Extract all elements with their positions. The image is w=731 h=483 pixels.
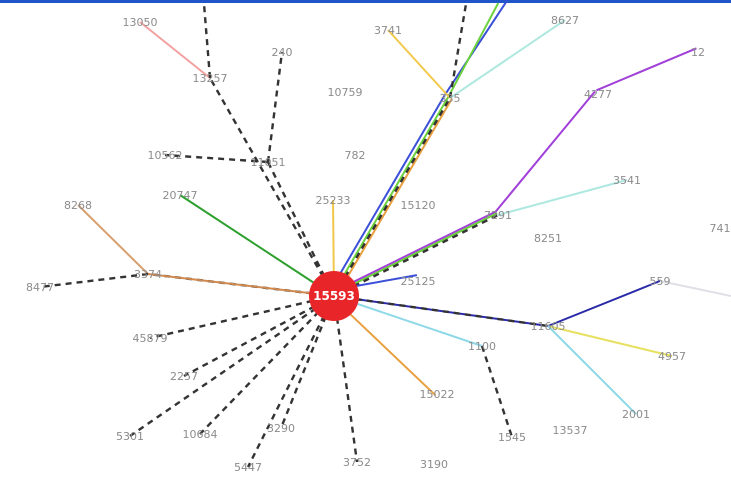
node-label-8477[interactable]: 8477 (26, 281, 54, 294)
top-border-bar (0, 0, 731, 3)
node-label-782[interactable]: 782 (345, 149, 366, 162)
edge-hub-n13257 (208, 77, 336, 297)
node-label-25125[interactable]: 25125 (401, 275, 436, 288)
edge-hub-n11605 (333, 294, 549, 328)
node-label-5301[interactable]: 5301 (116, 430, 144, 443)
edge-n7291-n4277 (494, 90, 596, 214)
node-label-13537[interactable]: 13537 (553, 424, 588, 437)
edge-hub-n335 (334, 98, 453, 298)
node-label-7291[interactable]: 7291 (484, 209, 512, 222)
edge-hub-n10684 (199, 295, 335, 435)
edge-n11605-n2001 (547, 325, 637, 415)
edge-hub-n7291 (332, 212, 498, 296)
edge-n335-top-c (444, 0, 508, 96)
edge-n7291-n3541 (497, 179, 628, 216)
node-label-10759[interactable]: 10759 (328, 86, 363, 99)
edge-n4277-n12 (596, 47, 697, 92)
node-label-8627[interactable]: 8627 (551, 14, 579, 27)
node-label-335[interactable]: 335 (440, 92, 461, 105)
node-label-559[interactable]: 559 (650, 275, 671, 288)
node-label-2257[interactable]: 2257 (170, 370, 198, 383)
edge-hub-n2257 (183, 294, 335, 378)
edges-layer (39, 0, 731, 468)
edge-n13257-n13050 (139, 21, 211, 79)
edge-hub-n1100 (333, 295, 483, 347)
edge-hub-n5301 (129, 295, 335, 437)
edge-n11605-n559 (547, 280, 661, 327)
hub-node-circle[interactable] (309, 271, 359, 321)
edge-hub-n335 (331, 96, 450, 296)
edge-hub-n7291 (331, 210, 497, 294)
edge-n3374-n8268 (77, 204, 149, 275)
edge-hub-n5447 (246, 295, 336, 468)
node-label-12[interactable]: 12 (691, 46, 705, 59)
node-label-3752[interactable]: 3752 (343, 456, 371, 469)
node-label-11051[interactable]: 11051 (251, 156, 286, 169)
node-label-45879[interactable]: 45879 (133, 332, 168, 345)
node-label-2001[interactable]: 2001 (622, 408, 650, 421)
node-labels-layer: 13050 13257 240 3741 8627 12 4277 10759 335 10562… (26, 14, 731, 474)
node-label-3190[interactable]: 3190 (420, 458, 448, 471)
node-label-3741[interactable]: 3741 (374, 24, 402, 37)
node-label-4277[interactable]: 4277 (584, 88, 612, 101)
edge-n335-top-b (447, 2, 500, 98)
node-label-13257[interactable]: 13257 (193, 72, 228, 85)
node-label-15022[interactable]: 15022 (420, 388, 455, 401)
edge-n335-n3741 (387, 29, 451, 99)
node-label-20747[interactable]: 20747 (163, 189, 198, 202)
node-label-240[interactable]: 240 (272, 46, 293, 59)
edge-n13257-top-a (202, 3, 212, 79)
node-label-741[interactable]: 741 (710, 222, 731, 235)
edge-n335-n8627 (449, 19, 566, 99)
edge-n559-right-a (659, 280, 731, 297)
edge-n3374-n8477 (39, 272, 149, 289)
edge-n11605-n4957 (547, 325, 673, 357)
node-label-4957[interactable]: 4957 (658, 350, 686, 363)
edge-hub-n335 (327, 94, 446, 294)
node-label-10684[interactable]: 10684 (183, 428, 218, 441)
node-label-5447[interactable]: 5447 (234, 461, 262, 474)
node-label-10562[interactable]: 10562 (148, 149, 183, 162)
hub-node[interactable]: 15593 (309, 271, 359, 321)
node-label-8251[interactable]: 8251 (534, 232, 562, 245)
edge-n1100-n1545 (480, 345, 514, 438)
edge-n11051-n240 (266, 51, 284, 163)
node-label-13050[interactable]: 13050 (123, 16, 158, 29)
node-label-3290[interactable]: 3290 (267, 422, 295, 435)
node-label-3541[interactable]: 3541 (613, 174, 641, 187)
edge-hub-n20747 (179, 194, 335, 297)
edge-hub-n7291 (333, 213, 499, 298)
node-label-25233[interactable]: 25233 (316, 194, 351, 207)
edge-hub-n335 (332, 97, 452, 297)
node-label-1545[interactable]: 1545 (498, 431, 526, 444)
edge-hub-n45879 (149, 294, 335, 340)
edge-n335-top-d (448, 3, 468, 99)
node-label-1100[interactable]: 1100 (468, 340, 496, 353)
edge-hub-n3752 (332, 295, 359, 463)
edge-hub-n3374 (147, 273, 335, 297)
node-label-15120[interactable]: 15120 (401, 199, 436, 212)
node-label-8268[interactable]: 8268 (64, 199, 92, 212)
node-label-11605[interactable]: 11605 (531, 320, 566, 333)
hub-node-label: 15593 (313, 289, 355, 303)
node-label-3374[interactable]: 3374 (134, 268, 162, 281)
